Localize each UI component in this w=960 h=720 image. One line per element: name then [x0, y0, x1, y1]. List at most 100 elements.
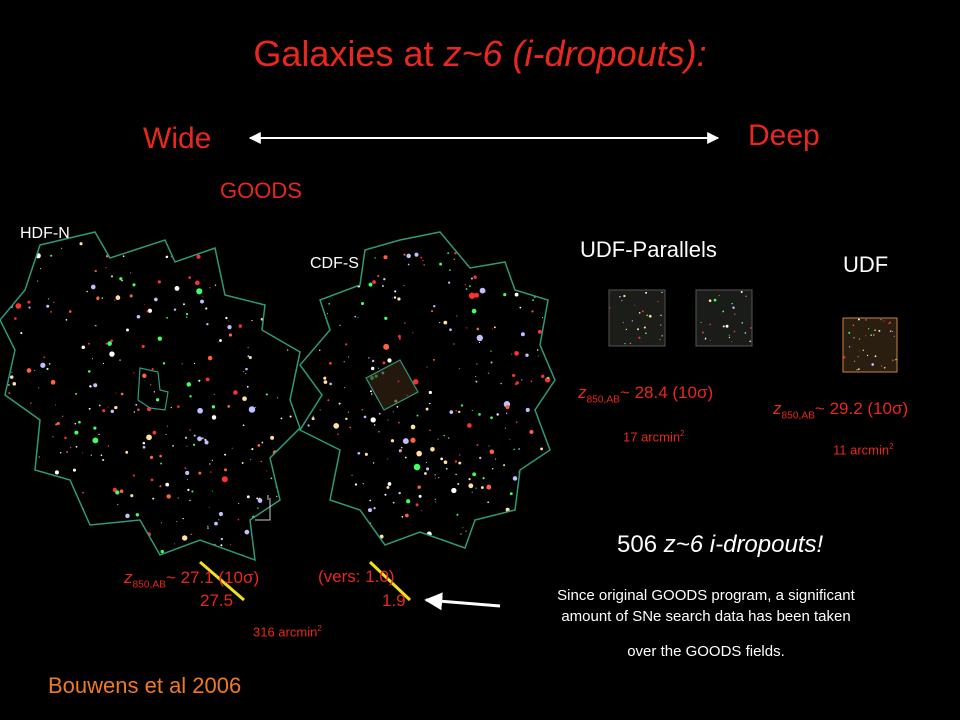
source [870, 334, 873, 337]
source [852, 324, 855, 326]
source [645, 291, 648, 294]
source [438, 477, 440, 479]
source [30, 467, 35, 471]
source [429, 429, 431, 432]
source [449, 410, 454, 414]
source [488, 246, 491, 248]
source [53, 504, 57, 509]
source [434, 498, 436, 500]
source [142, 445, 146, 449]
source [475, 380, 478, 383]
source [11, 371, 13, 373]
source [327, 399, 330, 402]
source [745, 295, 747, 297]
source [28, 306, 31, 309]
new-depth: 27.5 [200, 591, 234, 610]
source [146, 434, 152, 441]
source [515, 421, 518, 423]
source [142, 373, 147, 379]
source [404, 232, 406, 234]
source [311, 417, 315, 421]
source [351, 538, 354, 542]
source [542, 245, 544, 248]
source [93, 426, 97, 430]
source [393, 296, 397, 299]
source [135, 403, 138, 406]
source [166, 494, 171, 499]
wide-label: Wide [143, 122, 212, 155]
source [301, 287, 304, 290]
source [413, 544, 416, 547]
source [190, 533, 192, 535]
source [634, 304, 636, 306]
source [52, 435, 54, 438]
source [177, 497, 179, 499]
source [147, 308, 153, 313]
source [205, 307, 208, 310]
area-label: 11 arcmin2 [833, 442, 894, 458]
source [227, 320, 229, 322]
source [40, 362, 46, 368]
source [338, 402, 341, 405]
source [265, 393, 268, 396]
source [474, 292, 480, 298]
source [218, 511, 224, 517]
source [486, 484, 492, 490]
source [733, 330, 736, 333]
source [874, 329, 876, 331]
source [468, 285, 471, 288]
source [453, 343, 455, 345]
source [368, 357, 370, 359]
source [362, 482, 365, 485]
source [276, 230, 277, 231]
source [881, 365, 883, 367]
source [302, 485, 305, 488]
source [540, 539, 542, 541]
source [538, 355, 540, 357]
source [491, 328, 494, 330]
source [443, 434, 445, 437]
source [248, 356, 252, 360]
source [517, 286, 522, 291]
source [552, 396, 555, 402]
source [155, 398, 160, 402]
source [56, 422, 60, 426]
source [154, 297, 158, 302]
source [485, 544, 487, 547]
source [211, 415, 217, 420]
source [236, 261, 243, 268]
source [126, 328, 129, 332]
source [372, 462, 375, 464]
source [289, 279, 293, 283]
source [115, 233, 118, 236]
source [186, 382, 192, 387]
source [400, 450, 402, 453]
source [82, 491, 84, 494]
source [48, 363, 51, 365]
source [417, 485, 421, 489]
udf-parallels-label: UDF-Parallels [580, 237, 717, 262]
source [0, 409, 2, 411]
thumbnails [608, 289, 898, 373]
source [482, 477, 485, 480]
source [209, 551, 212, 554]
source [204, 438, 207, 441]
source [541, 374, 545, 379]
source [280, 515, 284, 519]
source [34, 370, 36, 372]
source [363, 415, 367, 419]
source [525, 407, 530, 412]
source [718, 295, 720, 297]
field-label: HDF-N [20, 225, 70, 242]
source [392, 297, 394, 299]
source [86, 557, 88, 559]
source [173, 543, 176, 545]
source [424, 472, 427, 475]
source [132, 283, 136, 287]
source [89, 385, 92, 388]
source [535, 547, 537, 548]
source [473, 275, 477, 279]
source [211, 405, 216, 409]
source [256, 497, 259, 500]
source [224, 468, 227, 472]
